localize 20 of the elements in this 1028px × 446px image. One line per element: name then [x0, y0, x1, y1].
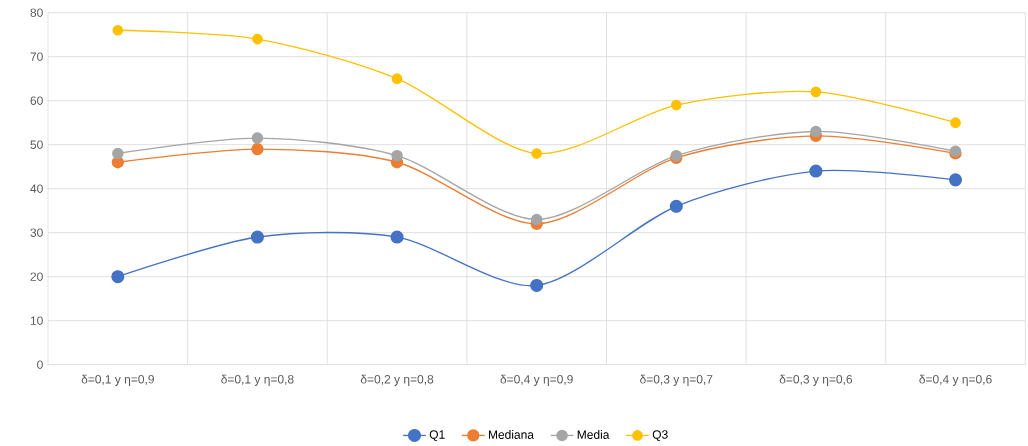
y-tick-label: 20 [30, 272, 43, 281]
legend-label: Media [577, 430, 610, 439]
x-tick-label: δ=0,2 y η=0,8 [360, 374, 434, 386]
legend-label: Q1 [429, 430, 445, 441]
x-tick-label: δ=0,1 y η=0,9 [81, 374, 154, 386]
legend-label: Q3 [652, 430, 668, 441]
x-tick-label: δ=0,3 y η=0,7 [640, 374, 713, 386]
x-tick-label: δ=0,1 y η=0,8 [221, 374, 294, 386]
y-tick-label: 70 [30, 52, 43, 61]
y-tick-label: 50 [30, 140, 43, 149]
y-tick-label: 60 [30, 96, 43, 105]
legend-label: Mediana [488, 430, 534, 439]
x-tick-label: δ=0,4 y η=0,9 [500, 374, 573, 386]
y-tick-label: 0 [37, 360, 43, 369]
y-tick-label: 40 [30, 184, 43, 193]
y-tick-label: 80 [30, 8, 43, 17]
x-tick-label: δ=0,3 y η=0,6 [779, 374, 853, 386]
x-tick-label: δ=0,4 y η=0,6 [919, 374, 992, 386]
y-tick-label: 10 [30, 316, 43, 325]
y-tick-label: 30 [30, 228, 43, 237]
